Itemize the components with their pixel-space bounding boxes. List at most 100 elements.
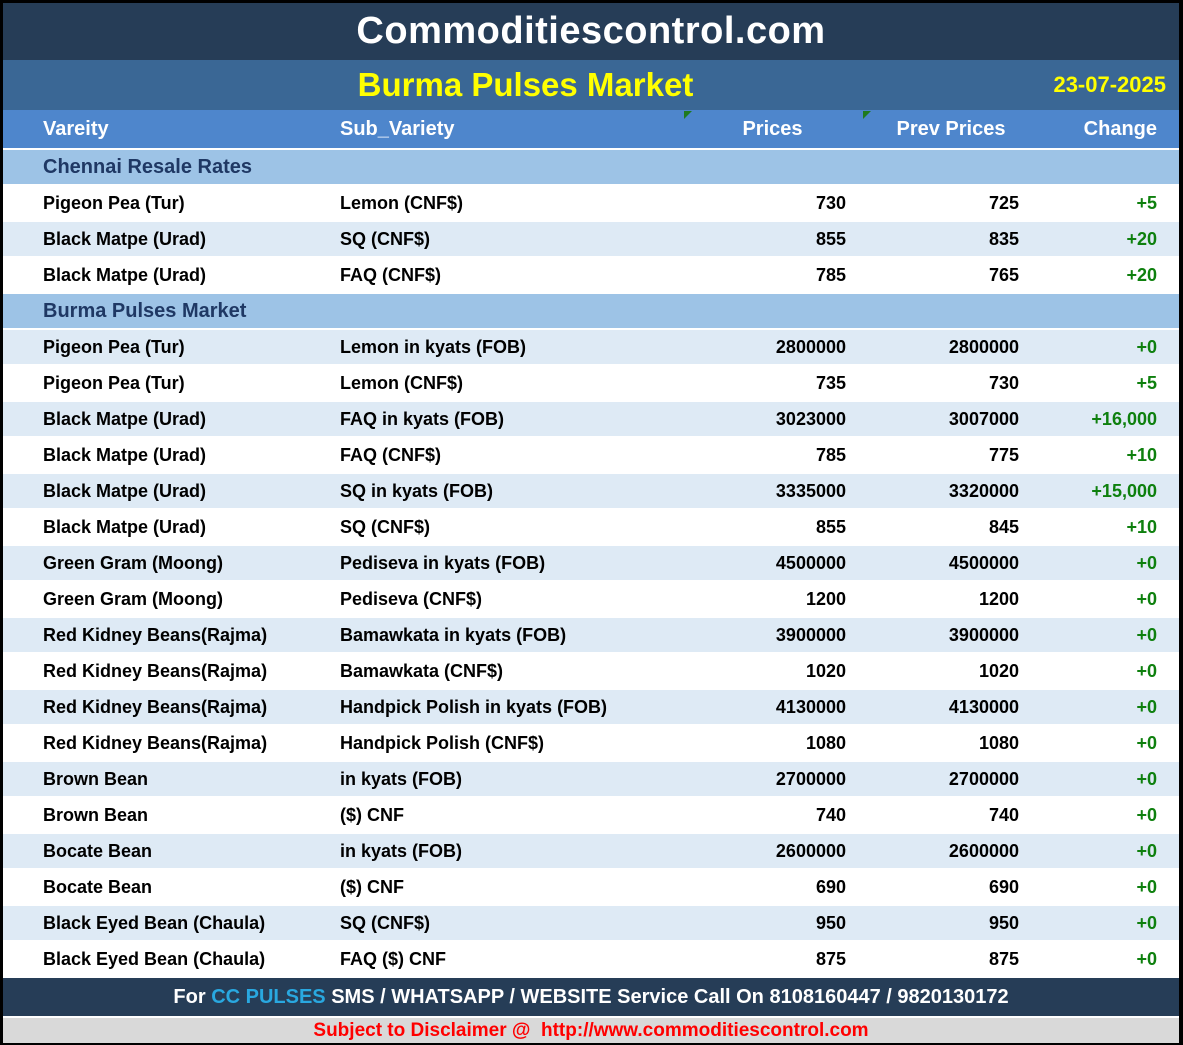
table-row: Brown Bean ($) CNF 740 740 +0 [3,798,1179,834]
sub-variety-cell: in kyats (FOB) [340,840,463,861]
sub-variety-cell: ($) CNF [340,876,404,897]
price-cell: 855 [815,516,846,537]
report-content: Commoditiescontrol.com Burma Pulses Mark… [3,3,1179,1043]
sub-variety-cell: Bamawkata (CNF$) [340,660,504,681]
disclaimer-bar: Subject to Disclaimer @ http://www.commo… [3,1016,1179,1043]
site-title: Commoditiescontrol.com [356,10,826,52]
prev-price-cell: 845 [988,516,1019,537]
comment-flag-icon [863,111,871,119]
table-row: Pigeon Pea (Tur) Lemon (CNF$) 730 725 +5 [3,186,1179,222]
table-row: Bocate Bean ($) CNF 690 690 +0 [3,870,1179,906]
variety-cell: Red Kidney Beans(Rajma) [43,732,268,753]
variety-cell: Red Kidney Beans(Rajma) [43,660,268,681]
sub-variety-cell: Lemon (CNF$) [340,372,463,393]
change-cell: +0 [1136,912,1157,933]
table-row: Green Gram (Moong) Pediseva (CNF$) 1200 120… [3,582,1179,618]
change-cell: +0 [1136,660,1157,681]
prev-price-cell: 690 [988,876,1019,897]
prev-price-cell: 2700000 [948,768,1019,789]
column-header-prev-prices: Prev Prices [862,110,1040,148]
prev-price-cell: 4130000 [948,696,1019,717]
prev-price-cell: 950 [988,912,1019,933]
change-cell: +0 [1136,768,1157,789]
sub-variety-cell: SQ (CNF$) [340,516,430,537]
disclaimer-text: Subject to Disclaimer @ http://www.commo… [313,1019,869,1041]
price-cell: 1200 [805,588,846,609]
report-date: 23-07-2025 [1053,72,1166,97]
price-cell: 3335000 [775,480,846,501]
change-cell: +0 [1136,696,1157,717]
price-cell: 690 [815,876,846,897]
sub-variety-cell: Bamawkata in kyats (FOB) [340,624,567,645]
variety-cell: Red Kidney Beans(Rajma) [43,624,268,645]
footer-service-bar: For CC PULSES SMS / WHATSAPP / WEBSITE S… [3,978,1179,1016]
price-cell: 1020 [805,660,846,681]
variety-cell: Pigeon Pea (Tur) [43,372,185,393]
sub-variety-cell: in kyats (FOB) [340,768,463,789]
footer-service-prefix: For [173,985,212,1008]
sub-variety-cell: ($) CNF [340,804,404,825]
table-row: Brown Bean in kyats (FOB) 2700000 2700000 +0 [3,762,1179,798]
table-row: Pigeon Pea (Tur) Lemon (CNF$) 735 730 +5 [3,366,1179,402]
price-cell: 875 [815,948,846,969]
prev-price-cell: 765 [988,264,1019,285]
variety-cell: Black Matpe (Urad) [43,408,207,429]
variety-cell: Green Gram (Moong) [43,552,224,573]
price-cell: 785 [815,444,846,465]
table-row: Black Matpe (Urad) SQ (CNF$) 855 835 +20 [3,222,1179,258]
prev-price-cell: 4500000 [948,552,1019,573]
sub-variety-cell: SQ (CNF$) [340,228,430,249]
variety-cell: Red Kidney Beans(Rajma) [43,696,268,717]
variety-cell: Bocate Bean [43,840,153,861]
change-cell: +5 [1136,372,1157,393]
change-cell: +20 [1126,228,1157,249]
variety-cell: Pigeon Pea (Tur) [43,192,185,213]
sub-variety-cell: FAQ (CNF$) [340,264,441,285]
sub-variety-cell: FAQ ($) CNF [340,948,446,969]
price-cell: 735 [815,372,846,393]
variety-cell: Green Gram (Moong) [43,588,224,609]
prev-price-cell: 730 [988,372,1019,393]
prev-price-cell: 3900000 [948,624,1019,645]
variety-cell: Brown Bean [43,804,149,825]
prev-price-cell: 1200 [978,588,1019,609]
table-row: Red Kidney Beans(Rajma) Handpick Polish i… [3,690,1179,726]
comment-flag-icon [684,111,692,119]
sub-variety-cell: Lemon in kyats (FOB) [340,336,527,357]
change-cell: +10 [1126,444,1157,465]
sub-variety-cell: Handpick Polish (CNF$) [340,732,545,753]
prev-price-cell: 835 [988,228,1019,249]
table-header-row: Vareity Sub_Variety Prices Prev Prices C… [3,110,1179,150]
section-header-burma-pulses-market: Burma Pulses Market [3,294,1179,330]
price-cell: 950 [815,912,846,933]
variety-cell: Black Eyed Bean (Chaula) [43,912,266,933]
table-row: Black Eyed Bean (Chaula) SQ (CNF$) 950 950 +… [3,906,1179,942]
price-cell: 4500000 [775,552,846,573]
change-cell: +0 [1136,876,1157,897]
change-cell: +0 [1136,588,1157,609]
prev-price-cell: 1080 [978,732,1019,753]
price-cell: 740 [815,804,846,825]
table-row: Black Matpe (Urad) FAQ in kyats (FOB) 3023… [3,402,1179,438]
column-header-change: Change [1083,117,1157,140]
column-header-vareity: Vareity [43,117,109,140]
prev-price-cell: 1020 [978,660,1019,681]
sub-variety-cell: Pediseva in kyats (FOB) [340,552,546,573]
price-cell: 1080 [805,732,846,753]
section-title: Burma Pulses Market [43,299,247,322]
column-header-prices-label: Prices [742,117,803,140]
variety-cell: Black Matpe (Urad) [43,228,207,249]
prev-price-cell: 875 [988,948,1019,969]
table-row: Black Matpe (Urad) SQ (CNF$) 855 845 +10 [3,510,1179,546]
column-header-prices: Prices [683,110,862,148]
sub-variety-cell: Handpick Polish in kyats (FOB) [340,696,608,717]
table-row: Red Kidney Beans(Rajma) Bamawkata in kyat… [3,618,1179,654]
footer-service-highlight: CC PULSES [211,985,326,1008]
change-cell: +0 [1136,948,1157,969]
change-cell: +0 [1136,624,1157,645]
variety-cell: Black Matpe (Urad) [43,264,207,285]
site-header: Commoditiescontrol.com [3,3,1179,60]
sub-variety-cell: FAQ (CNF$) [340,444,441,465]
table-row: Pigeon Pea (Tur) Lemon in kyats (FOB) 2800… [3,330,1179,366]
table-row: Black Matpe (Urad) FAQ (CNF$) 785 775 +10 [3,438,1179,474]
